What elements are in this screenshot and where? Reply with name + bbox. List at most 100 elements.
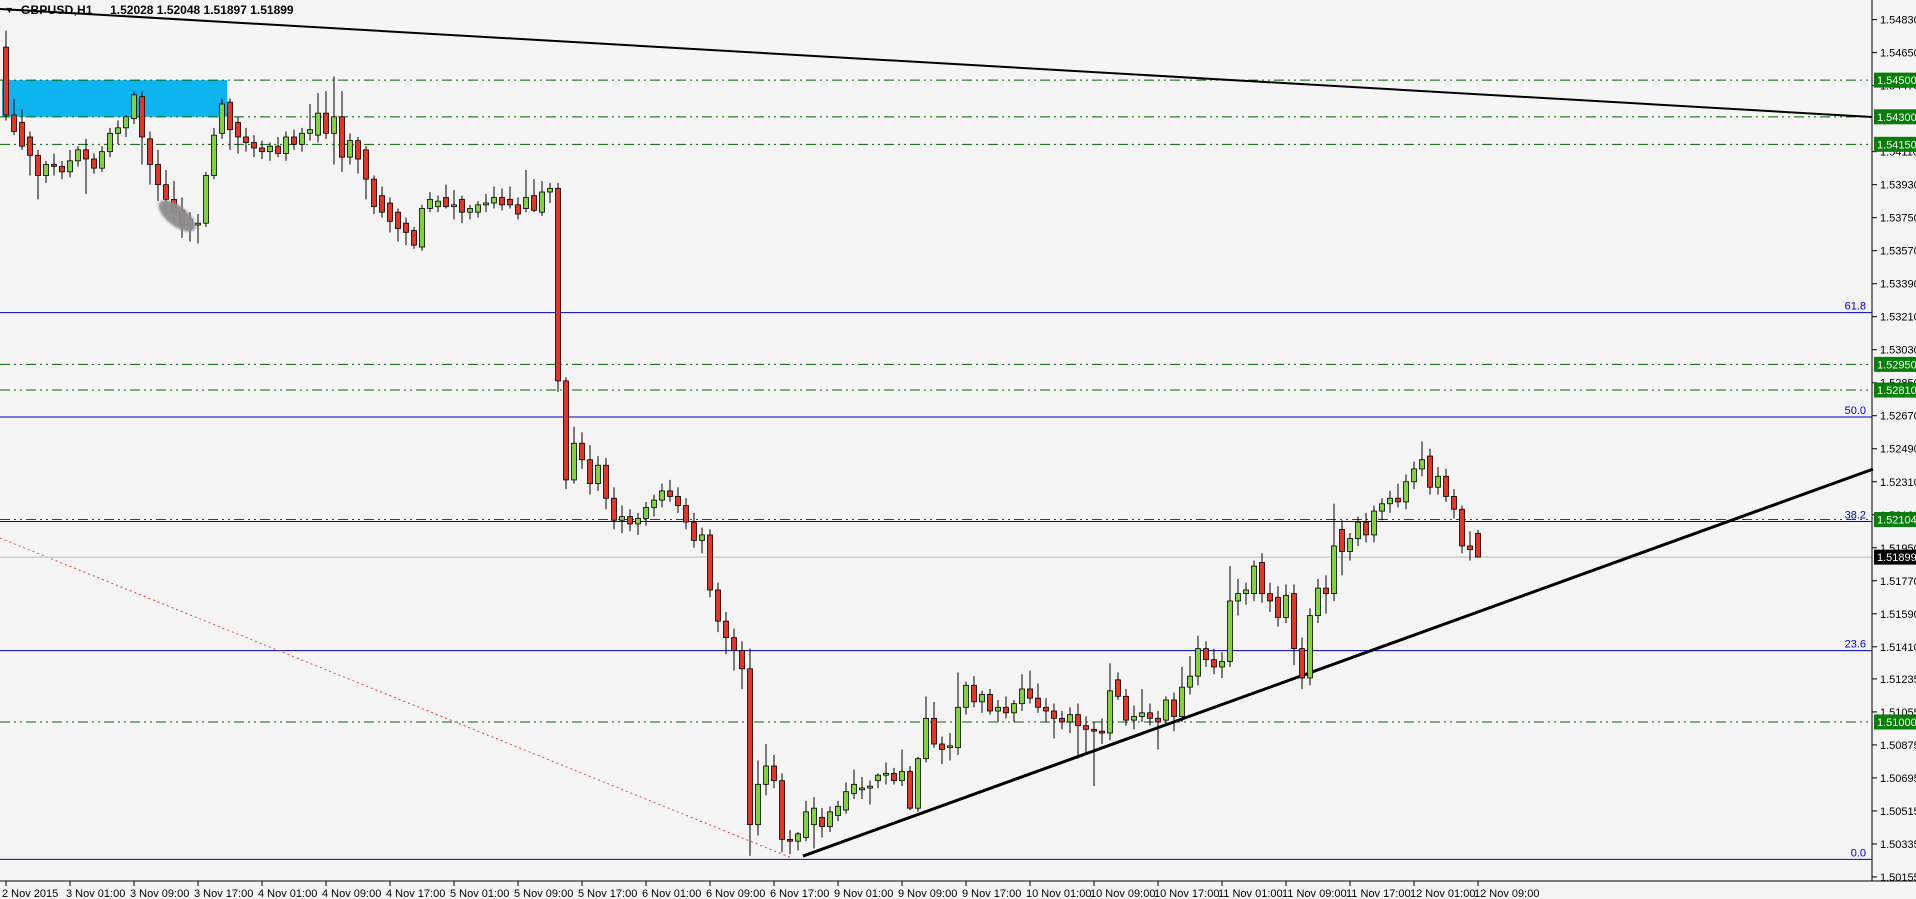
candle-body [843,791,849,811]
candle-body [507,198,513,206]
candle-body [1283,595,1289,618]
y-axis-label: 1.52490 [1880,444,1916,456]
candle-body [979,694,985,703]
candle-body [715,589,721,622]
candle-body [443,197,449,208]
level-price-tag-text: 1.54300 [1877,112,1916,124]
x-axis-label: 12 Nov 09:00 [1474,888,1539,899]
candle-body [1227,600,1233,662]
candle-body [651,499,657,508]
candle-body [1315,587,1321,617]
candle-body [3,46,9,116]
x-axis-label: 4 Nov 09:00 [322,888,381,899]
candle-body [931,717,937,745]
candle-body [475,204,481,213]
gray-ellipse-annotation[interactable] [154,195,201,238]
candle-body [123,116,129,129]
candle-body [403,222,409,233]
candle-body [1307,615,1313,679]
candle-body [563,380,569,481]
candle-body [1323,587,1329,595]
x-axis-label: 3 Nov 09:00 [130,888,189,899]
current-price-tag-text: 1.51899 [1877,552,1916,564]
candle-body [1211,659,1217,668]
candle-body [555,187,561,382]
candle-body [923,717,929,760]
level-price-tag [1874,356,1916,372]
candle-body [1035,697,1041,708]
candle-body [419,208,425,248]
supply-zone-rectangle[interactable] [2,80,227,117]
y-axis-label: 1.50695 [1880,773,1916,785]
candle-body [947,745,953,749]
chart-title-bar: ▼ GBPUSD,H1 1.52028 1.52048 1.51897 1.518… [5,3,294,17]
candle-body [11,114,17,132]
candle-body [1395,497,1401,503]
x-axis-label: 4 Nov 17:00 [386,888,445,899]
x-axis-label: 11 Nov 01:00 [1218,888,1283,899]
y-axis-label: 1.50515 [1880,806,1916,818]
candle-body [395,211,401,230]
candle-body [1451,496,1457,510]
candle-body [267,145,273,153]
candle-body [1347,538,1353,552]
x-axis-label: 9 Nov 17:00 [962,888,1021,899]
candle-body [795,833,801,842]
y-axis-label: 1.50335 [1880,839,1916,851]
fib-level-label: 61.8 [1845,301,1866,313]
y-axis-label: 1.50875 [1880,740,1916,752]
candle-body [387,202,393,222]
candle-body [1299,648,1305,679]
candle-body [851,783,857,794]
symbol-dropdown-icon[interactable]: ▼ [5,5,14,15]
candle-body [1291,593,1297,650]
level-price-tag-text: 1.51000 [1877,717,1916,729]
candle-body [1219,661,1225,668]
candle-body [1027,688,1033,699]
candle-body [283,136,289,154]
candle-body [691,521,697,541]
candle-body [1419,459,1425,470]
candle-body [1107,690,1113,734]
candle-body [1123,695,1129,721]
ascending-trendline[interactable] [802,467,1874,858]
candle-body [1155,717,1161,723]
candle-body [211,134,217,176]
candle-body [867,785,873,789]
candle-body [619,516,625,521]
candle-body [1459,508,1465,547]
x-axis-label: 6 Nov 09:00 [706,888,765,899]
candle-body [859,787,865,791]
candle-body [915,758,921,809]
x-axis-label: 9 Nov 09:00 [898,888,957,899]
fib-level-label: 50.0 [1845,405,1866,417]
candle-body [1051,710,1057,719]
candle-body [835,805,841,816]
y-axis-label: 1.54650 [1880,48,1916,60]
candle-body [451,204,457,208]
candle-body [755,783,761,826]
y-axis-label: 1.53390 [1880,279,1916,291]
candle-body [499,197,505,206]
candle-body [1091,728,1097,732]
candle-body [595,464,601,484]
candle-body [1099,730,1105,734]
candle-body [939,743,945,750]
candle-body [307,129,313,134]
x-axis-label: 4 Nov 01:00 [258,888,317,899]
candle-body [731,637,737,651]
candle-body [779,780,785,840]
candle-body [483,202,489,206]
candle-body [1235,593,1241,602]
candle-body [203,175,209,224]
y-axis-label: 1.51590 [1880,609,1916,621]
x-axis-label: 11 Nov 17:00 [1346,888,1411,899]
candle-body [411,230,417,246]
descending-trendline[interactable] [0,7,1873,118]
candle-body [659,490,665,501]
red-dotted-trendline[interactable] [0,537,793,859]
candle-body [1171,699,1177,717]
candle-body [251,142,257,149]
candle-body [1179,686,1185,717]
